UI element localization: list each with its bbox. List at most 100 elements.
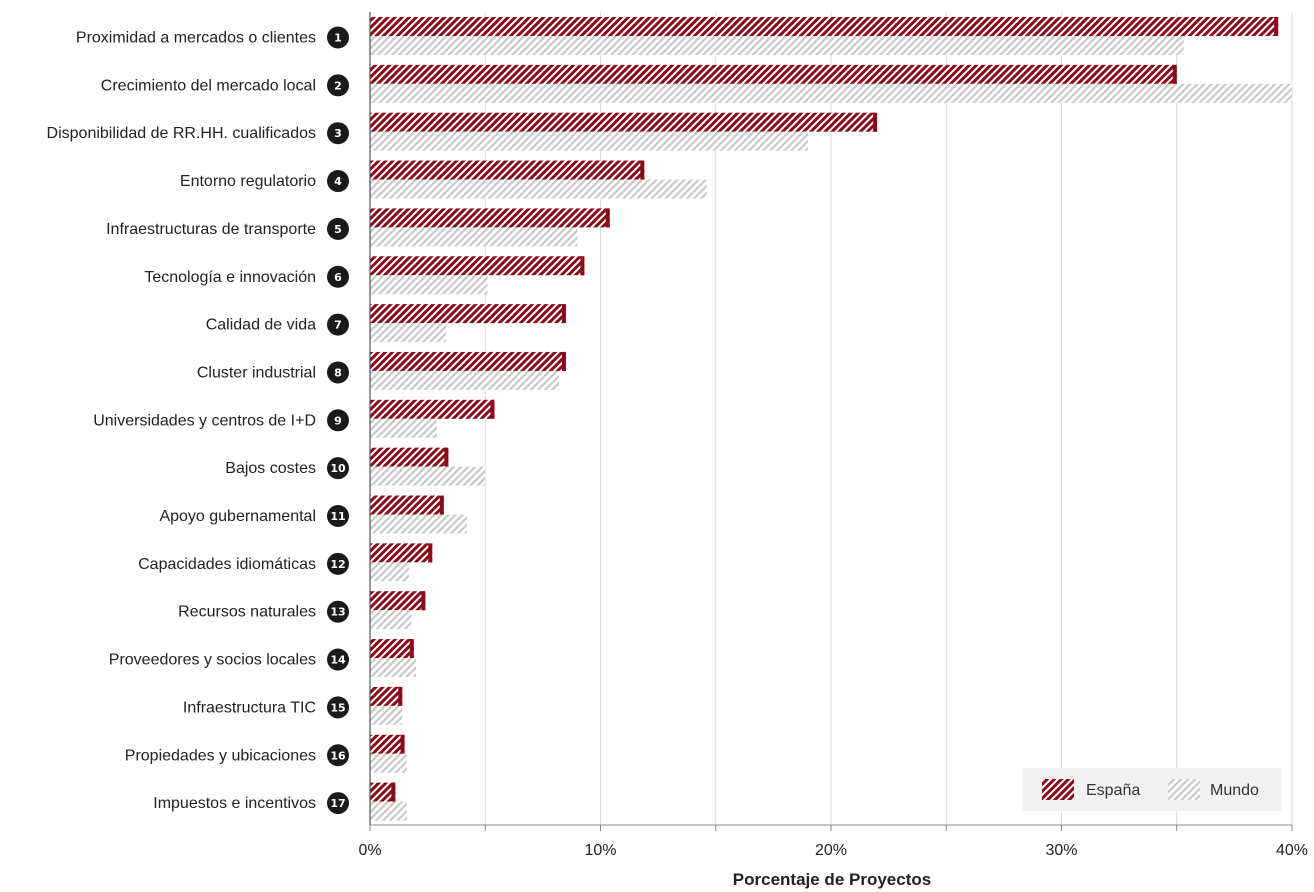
x-tick-label: 30% <box>1045 842 1077 859</box>
category-label: Proximidad a mercados o clientes <box>76 30 316 47</box>
bar-espana <box>370 208 610 228</box>
rank-badge <box>327 26 349 49</box>
rank-badge-label: 1 <box>334 32 342 45</box>
bar-espana-end <box>873 112 878 132</box>
rank-badge-label: 9 <box>334 414 342 427</box>
bar-espana-end <box>398 686 403 706</box>
rank-badge-label: 7 <box>334 319 342 332</box>
bar-mundo <box>370 227 578 247</box>
category-label: Calidad de vida <box>206 317 316 334</box>
rank-badge <box>327 74 349 97</box>
rank-badge <box>327 265 349 288</box>
rank-badge <box>327 409 349 432</box>
bar-espana-end <box>605 208 610 228</box>
bar-mundo <box>370 179 707 199</box>
bar-espana-end <box>391 782 396 802</box>
bar-espana <box>370 495 444 515</box>
bar-espana-end <box>444 447 449 467</box>
category-label: Impuestos e incentivos <box>153 795 316 812</box>
category-label: Propiedades y ubicaciones <box>125 747 316 764</box>
rank-badge <box>327 505 349 527</box>
rank-badge <box>327 217 349 240</box>
bar-mundo <box>370 801 407 821</box>
rank-badge-label: 13 <box>330 606 345 619</box>
category-label: Universidades y centros de I+D <box>93 412 316 429</box>
category-label: Disponibilidad de RR.HH. cualificados <box>47 125 316 142</box>
category-label: Crecimiento del mercado local <box>101 77 316 94</box>
rank-badge-label: 14 <box>330 654 346 667</box>
category-label: Infraestructuras de transporte <box>106 221 316 238</box>
rank-badge-label: 12 <box>330 558 345 571</box>
rank-badge-label: 11 <box>330 510 345 523</box>
bar-mundo <box>370 705 403 725</box>
bar-espana <box>370 112 878 132</box>
bar-espana-end <box>580 256 585 276</box>
bar-espana <box>370 447 449 467</box>
bar-mundo <box>370 323 447 343</box>
bar-espana <box>370 782 396 802</box>
bar-mundo <box>370 610 412 630</box>
rank-badge <box>327 648 349 671</box>
bar-espana-end <box>1274 17 1279 36</box>
bar-mundo <box>370 753 407 773</box>
x-axis-title: Porcentaje de Proyectos <box>733 870 931 889</box>
bar-espana-end <box>561 351 566 371</box>
bar-espana <box>370 591 426 611</box>
x-axis: 0% 10% 20% 30% 40% <box>358 12 1308 859</box>
rank-badge-label: 10 <box>330 462 346 475</box>
x-tick-label: 40% <box>1276 842 1308 859</box>
bar-espana <box>370 543 433 563</box>
bar-espana <box>370 304 566 324</box>
category-label: Apoyo gubernamental <box>159 508 316 525</box>
x-tick-label: 10% <box>584 842 616 859</box>
category-label: Cluster industrial <box>197 364 316 381</box>
legend-label-mundo: Mundo <box>1210 782 1259 799</box>
rank-badge-label: 4 <box>334 175 342 188</box>
bar-mundo <box>370 370 560 390</box>
legend-swatch-mundo <box>1168 779 1200 800</box>
bar-espana-end <box>421 591 426 611</box>
bar-mundo <box>370 514 467 534</box>
category-label: Proveedores y socios locales <box>109 652 316 669</box>
bar-espana-end <box>428 543 433 563</box>
bar-espana-end <box>1172 64 1177 84</box>
bar-espana-end <box>400 734 405 754</box>
rank-badge <box>327 361 349 384</box>
rank-badge <box>327 600 349 623</box>
bar-espana-end <box>409 639 414 659</box>
bar-espana <box>370 160 645 180</box>
bar-espana <box>370 256 585 276</box>
rank-badge <box>327 744 349 767</box>
category-label: Capacidades idiomáticas <box>138 556 316 573</box>
x-tick-label: 0% <box>358 842 381 859</box>
bar-mundo <box>370 275 488 295</box>
bar-espana-end <box>490 399 495 419</box>
category-labels: Proximidad a mercados o clientes 1 Crecimi… <box>47 26 349 815</box>
legend-swatch-espana <box>1042 779 1074 800</box>
rank-badge-label: 2 <box>334 79 342 92</box>
rank-badge <box>327 552 349 575</box>
bar-espana-end <box>439 495 444 515</box>
bar-espana <box>370 64 1177 84</box>
bar-mundo <box>370 418 437 438</box>
rank-badge-label: 5 <box>334 223 342 236</box>
bar-mundo <box>370 658 417 678</box>
bar-espana <box>370 17 1279 36</box>
bar-espana <box>370 686 403 706</box>
bar-espana <box>370 734 405 754</box>
bar-mundo <box>370 36 1184 55</box>
category-label: Bajos costes <box>225 460 316 477</box>
x-tick-label: 20% <box>815 842 847 859</box>
rank-badge <box>327 170 349 193</box>
bar-mundo <box>370 83 1292 103</box>
rank-badge <box>327 122 349 145</box>
bar-espana-end <box>561 304 566 324</box>
legend: España Mundo <box>1022 768 1282 811</box>
bar-mundo <box>370 466 486 486</box>
bar-espana <box>370 399 495 419</box>
rank-badge-label: 8 <box>334 366 342 379</box>
rank-badge <box>327 792 349 815</box>
rank-badge-label: 6 <box>334 271 342 284</box>
rank-badge <box>327 457 349 480</box>
rank-badge-label: 17 <box>330 797 345 810</box>
